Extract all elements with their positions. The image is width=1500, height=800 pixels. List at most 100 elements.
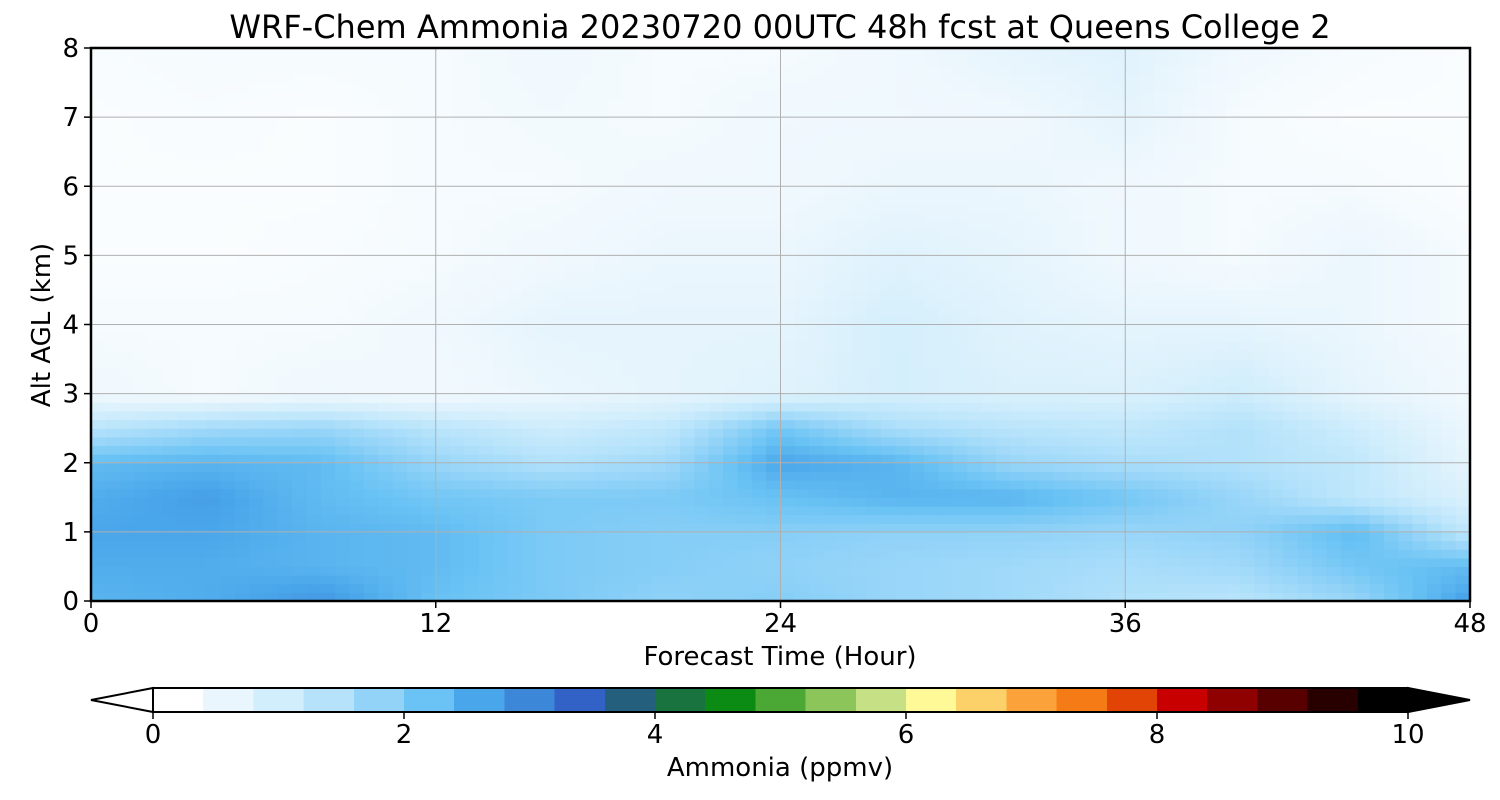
heatmap-cell	[636, 333, 652, 343]
heatmap-cell	[608, 315, 624, 326]
heatmap-cell	[363, 402, 379, 412]
heatmap-cell	[1139, 384, 1155, 395]
heatmap-cell	[1283, 203, 1299, 213]
heatmap-cell	[478, 575, 494, 585]
heatmap-cell	[191, 454, 207, 464]
heatmap-cell	[1326, 376, 1342, 386]
heatmap-cell	[1039, 523, 1055, 533]
heatmap-cell	[1369, 436, 1385, 447]
heatmap-cell	[1197, 514, 1213, 524]
heatmap-cell	[1010, 186, 1026, 196]
heatmap-cell	[91, 160, 106, 170]
heatmap-cell	[1010, 315, 1026, 326]
heatmap-cell	[809, 410, 825, 421]
heatmap-cell	[1297, 238, 1313, 248]
heatmap-cell	[1067, 454, 1083, 464]
heatmap-cell	[1110, 462, 1126, 472]
heatmap-cell	[478, 540, 494, 550]
heatmap-cell	[1383, 454, 1399, 464]
heatmap-cell	[1182, 566, 1198, 576]
heatmap-cell	[981, 436, 997, 447]
heatmap-cell	[1311, 402, 1327, 412]
heatmap-cell	[1441, 384, 1457, 395]
heatmap-cell	[507, 419, 523, 429]
heatmap-cell	[1311, 557, 1327, 568]
heatmap-cell	[881, 307, 897, 317]
heatmap-cell	[909, 229, 925, 239]
heatmap-cell	[1053, 471, 1069, 481]
heatmap-cell	[866, 514, 882, 524]
heatmap-cell	[1240, 151, 1256, 161]
heatmap-cell	[909, 523, 925, 533]
heatmap-cell	[1297, 566, 1313, 576]
heatmap-cell	[292, 410, 308, 421]
heatmap-cell	[1197, 264, 1213, 274]
heatmap-cell	[565, 566, 580, 576]
heatmap-cell	[1168, 359, 1184, 369]
heatmap-cell	[335, 410, 351, 421]
heatmap-cell	[507, 160, 523, 170]
heatmap-cell	[608, 454, 624, 464]
heatmap-cell	[1182, 462, 1198, 472]
heatmap-cell	[105, 471, 121, 481]
heatmap-cell	[1283, 436, 1299, 447]
heatmap-cell	[1110, 488, 1126, 498]
heatmap-cell	[636, 471, 652, 481]
heatmap-cell	[292, 238, 308, 248]
heatmap-cell	[536, 367, 552, 377]
heatmap-cell	[751, 514, 767, 524]
heatmap-cell	[622, 359, 638, 369]
heatmap-cell	[1311, 531, 1327, 542]
heatmap-cell	[134, 194, 150, 205]
heatmap-cell	[1211, 540, 1227, 550]
heatmap-cell	[1355, 359, 1371, 369]
heatmap-cell	[177, 367, 193, 377]
heatmap-cell	[938, 436, 954, 447]
heatmap-cell	[1240, 246, 1256, 256]
heatmap-cell	[105, 367, 121, 377]
heatmap-cell	[1153, 531, 1169, 542]
heatmap-cell	[1211, 298, 1227, 308]
heatmap-cell	[1139, 315, 1155, 326]
heatmap-cell	[1455, 410, 1470, 421]
heatmap-cell	[593, 462, 609, 472]
heatmap-cell	[1455, 402, 1470, 412]
heatmap-cell	[1053, 264, 1069, 274]
heatmap-cell	[809, 255, 825, 265]
heatmap-cell	[1053, 350, 1069, 360]
heatmap-cell	[565, 281, 580, 291]
heatmap-cell	[335, 272, 351, 282]
heatmap-cell	[794, 350, 810, 360]
heatmap-cell	[751, 238, 767, 248]
heatmap-cell	[292, 557, 308, 568]
heatmap-cell	[363, 549, 379, 559]
heatmap-cell	[1412, 246, 1428, 256]
heatmap-cell	[1067, 393, 1083, 403]
heatmap-cell	[378, 549, 394, 559]
heatmap-cell	[478, 566, 494, 576]
heatmap-cell	[823, 203, 839, 213]
heatmap-cell	[1039, 575, 1055, 585]
heatmap-cell	[249, 549, 264, 559]
heatmap-cell	[967, 549, 983, 559]
heatmap-cell	[1110, 566, 1126, 576]
heatmap-cell	[493, 471, 509, 481]
heatmap-cell	[464, 367, 480, 377]
heatmap-cell	[852, 186, 868, 196]
heatmap-cell	[1082, 350, 1098, 360]
heatmap-cell	[1369, 471, 1385, 481]
heatmap-cell	[1455, 566, 1470, 576]
heatmap-cell	[852, 220, 868, 231]
heatmap-cell	[507, 428, 523, 438]
heatmap-cell	[1182, 471, 1198, 481]
heatmap-cell	[852, 177, 868, 187]
heatmap-cell	[1254, 505, 1270, 516]
heatmap-cell	[981, 160, 997, 170]
heatmap-cell	[1024, 592, 1040, 601]
heatmap-cell	[952, 445, 968, 455]
heatmap-cell	[91, 333, 106, 343]
heatmap-cell	[263, 393, 279, 403]
heatmap-cell	[1426, 471, 1442, 481]
heatmap-cell	[809, 462, 825, 472]
